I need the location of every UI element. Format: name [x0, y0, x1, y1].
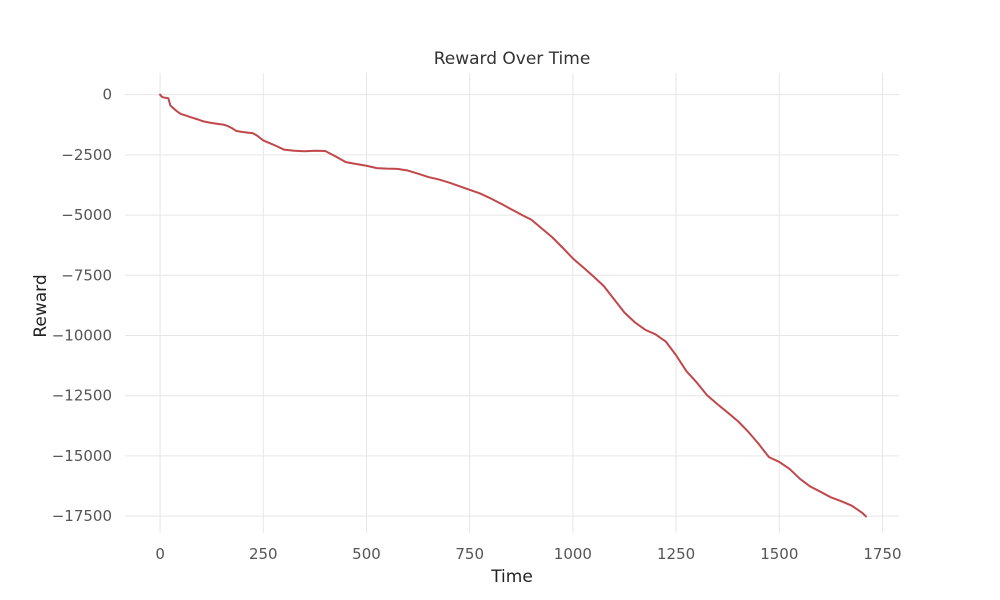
x-axis-title: Time	[490, 567, 533, 587]
y-axis-title: Reward	[31, 274, 51, 337]
x-tick-label: 1500	[760, 545, 798, 563]
reward-series-line	[159, 93, 867, 518]
y-tick-label: −10000	[52, 327, 112, 345]
y-tick-label: −17500	[52, 507, 112, 525]
x-tick-label: 1750	[863, 545, 901, 563]
y-tick-label: −7500	[61, 266, 112, 284]
series-layer	[159, 93, 867, 518]
x-tick-label: 750	[455, 545, 484, 563]
x-tick-label: 500	[352, 545, 381, 563]
y-tick-label: −12500	[52, 387, 112, 405]
y-tick-label: 0	[102, 86, 112, 104]
tick-labels: 0 250 500 750 1000 1250 1500 1750 0 −2500 −5000 −75…	[52, 86, 902, 563]
x-tick-label: 250	[249, 545, 278, 563]
y-tick-label: −5000	[61, 206, 112, 224]
x-tick-label: 1000	[554, 545, 592, 563]
grid	[125, 73, 899, 533]
chart-title: Reward Over Time	[434, 49, 591, 69]
y-tick-label: −2500	[61, 146, 112, 164]
y-tick-label: −15000	[52, 447, 112, 465]
x-tick-label: 1250	[657, 545, 695, 563]
x-tick-label: 0	[155, 545, 165, 563]
